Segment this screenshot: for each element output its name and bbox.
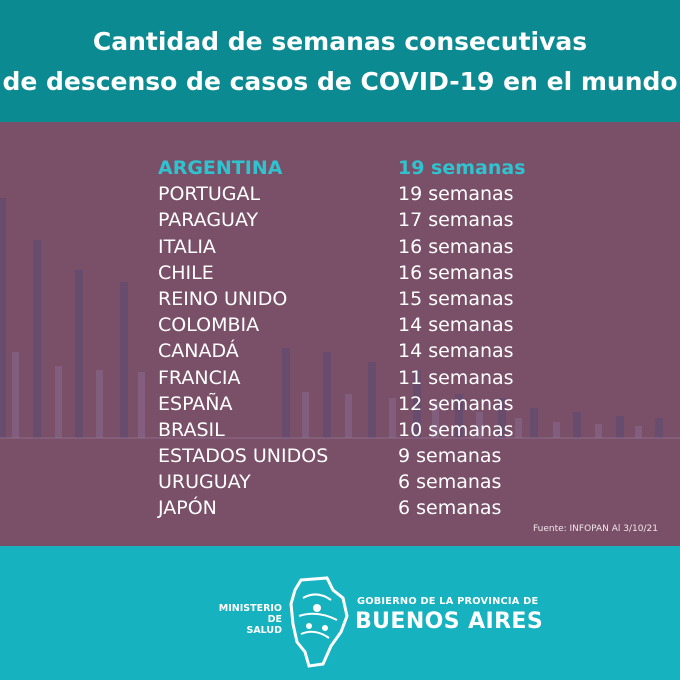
country-name: REINO UNIDO bbox=[158, 287, 288, 310]
country-row: URUGUAY 6 semanas bbox=[158, 469, 538, 495]
weeks-count: 6 semanas bbox=[398, 471, 502, 494]
weeks-count: 19 semanas bbox=[398, 183, 514, 206]
country-row: REINO UNIDO 15 semanas bbox=[158, 286, 538, 312]
country-name: FRANCIA bbox=[158, 366, 241, 389]
weeks-count: 16 semanas bbox=[398, 261, 514, 284]
header: Cantidad de semanas consecutivas de desc… bbox=[0, 0, 680, 122]
content-panel: ARGENTINA 19 semanas PORTUGAL 19 semanas PAR… bbox=[0, 122, 680, 546]
weeks-count: 12 semanas bbox=[398, 392, 514, 415]
weeks-count: 14 semanas bbox=[398, 314, 514, 337]
country-list: ARGENTINA 19 semanas PORTUGAL 19 semanas PAR… bbox=[158, 155, 538, 522]
weeks-count: 16 semanas bbox=[398, 235, 514, 258]
country-row: FRANCIA 11 semanas bbox=[158, 365, 538, 391]
country-name: BRASIL bbox=[158, 418, 225, 441]
country-row: PARAGUAY 17 semanas bbox=[158, 207, 538, 233]
ministry-label: MINISTERIO DE SALUD bbox=[202, 603, 282, 636]
weeks-count: 10 semanas bbox=[398, 418, 514, 441]
country-row: CANADÁ 14 semanas bbox=[158, 338, 538, 364]
weeks-count: 9 semanas bbox=[398, 445, 502, 468]
ministry-line-2: SALUD bbox=[246, 625, 282, 636]
weeks-count: 6 semanas bbox=[398, 497, 502, 520]
weeks-count: 15 semanas bbox=[398, 287, 514, 310]
country-row: CHILE 16 semanas bbox=[158, 260, 538, 286]
country-row: PORTUGAL 19 semanas bbox=[158, 181, 538, 207]
country-row: ITALIA 16 semanas bbox=[158, 234, 538, 260]
country-name: COLOMBIA bbox=[158, 314, 260, 337]
country-name: PARAGUAY bbox=[158, 209, 259, 232]
country-row: BRASIL 10 semanas bbox=[158, 417, 538, 443]
country-name: PORTUGAL bbox=[158, 183, 261, 206]
country-name: CHILE bbox=[158, 261, 214, 284]
country-name: ARGENTINA bbox=[158, 157, 283, 179]
country-name: ITALIA bbox=[158, 235, 216, 258]
ministry-line-1: MINISTERIO DE bbox=[218, 603, 282, 625]
weeks-count: 17 semanas bbox=[398, 209, 514, 232]
title-line-2: de descenso de casos de COVID-19 en el m… bbox=[2, 67, 678, 96]
country-row: COLOMBIA 14 semanas bbox=[158, 312, 538, 338]
background-chart-graphic bbox=[0, 198, 680, 439]
country-row: ESTADOS UNIDOS 9 semanas bbox=[158, 443, 538, 469]
source-note: Fuente: INFOPAN Al 3/10/21 bbox=[532, 524, 658, 534]
weeks-count: 11 semanas bbox=[398, 366, 514, 389]
weeks-count: 19 semanas bbox=[398, 157, 526, 179]
country-name: ESTADOS UNIDOS bbox=[158, 445, 329, 468]
country-row: ARGENTINA 19 semanas bbox=[158, 155, 538, 181]
weeks-count: 14 semanas bbox=[398, 340, 514, 363]
province-map-logo-icon bbox=[289, 576, 349, 668]
country-name: JAPÓN bbox=[158, 497, 217, 520]
country-name: CANADÁ bbox=[158, 340, 239, 363]
country-row: ESPAÑA 12 semanas bbox=[158, 391, 538, 417]
country-name: ESPAÑA bbox=[158, 392, 233, 415]
province-name: BUENOS AIRES bbox=[355, 609, 544, 634]
title-line-1: Cantidad de semanas consecutivas bbox=[92, 27, 588, 56]
country-name: URUGUAY bbox=[158, 471, 251, 494]
footer: MINISTERIO DE SALUD GOBIERNO DE LA PROVI… bbox=[0, 546, 680, 680]
government-label: GOBIERNO DE LA PROVINCIA DE bbox=[357, 596, 539, 607]
country-row: JAPÓN 6 semanas bbox=[158, 495, 538, 521]
